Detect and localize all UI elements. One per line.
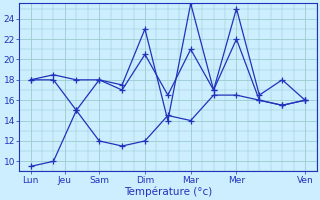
X-axis label: Température (°c): Température (°c) xyxy=(124,186,212,197)
